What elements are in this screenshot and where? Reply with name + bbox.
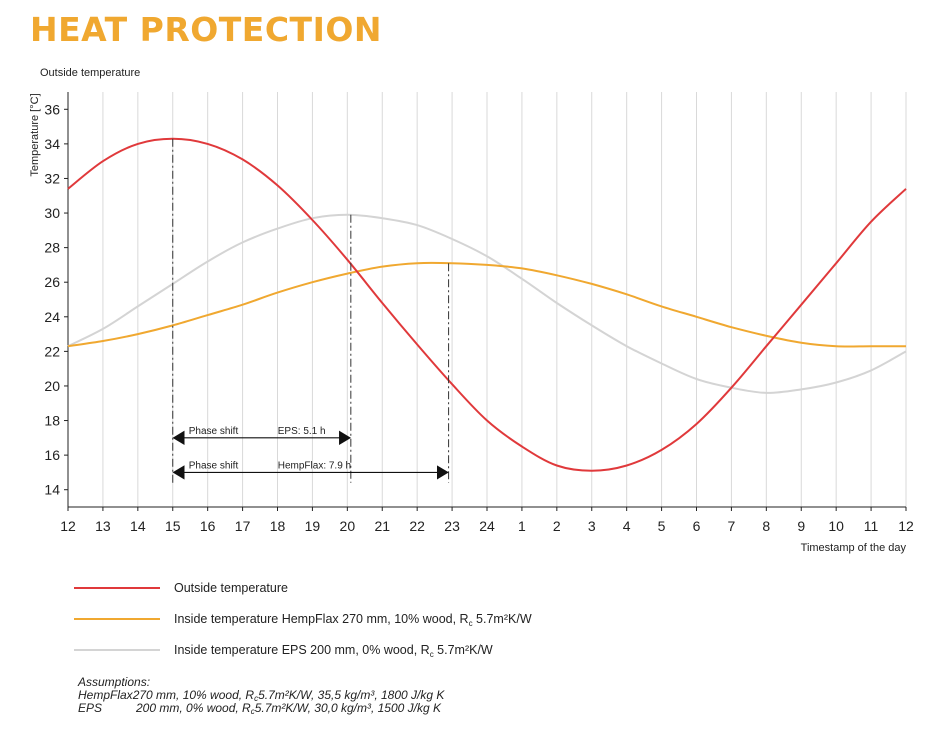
y-tick-label: 18	[44, 413, 60, 429]
series-outside-temperature	[67, 137, 907, 472]
x-tick-label: 17	[235, 518, 251, 534]
grid-lines	[67, 92, 907, 507]
y-tick-label: 26	[44, 274, 60, 290]
legend-swatch-hempflax	[74, 617, 160, 620]
x-tick-label: 24	[479, 518, 495, 534]
x-tick-label: 4	[623, 518, 631, 534]
y-tick-label: 22	[44, 343, 60, 359]
series-eps	[67, 213, 907, 394]
x-tick-label: 20	[340, 518, 356, 534]
y-tick-label: 32	[44, 170, 60, 186]
legend-item-eps: Inside temperature EPS 200 mm, 0% wood, …	[74, 634, 874, 665]
y-tick-label: 14	[44, 482, 60, 498]
y-tick-label: 30	[44, 205, 60, 221]
x-tick-label: 1	[518, 518, 526, 534]
y-tick-label: 34	[44, 136, 60, 152]
x-tick-label: 19	[305, 518, 321, 534]
legend-label-hempflax: Inside temperature HempFlax 270 mm, 10% …	[174, 611, 532, 628]
page-title: HEAT PROTECTION	[30, 10, 383, 49]
x-tick-label: 21	[374, 518, 390, 534]
legend: Outside temperature Inside temperature H…	[74, 572, 874, 665]
phase-shift-value: EPS: 5.1 h	[278, 426, 326, 437]
x-tick-label: 23	[444, 518, 460, 534]
assumptions-heading: Assumptions:	[78, 675, 151, 689]
legend-swatch-outside	[74, 586, 160, 589]
y-axis-label: Temperature [°C]	[29, 93, 41, 176]
y-tick-label: 24	[44, 309, 60, 325]
legend-item-outside: Outside temperature	[74, 572, 874, 603]
x-tick-label: 11	[864, 518, 879, 534]
x-tick-label: 10	[828, 518, 844, 534]
x-tick-label: 8	[762, 518, 770, 534]
x-tick-label: 3	[588, 518, 596, 534]
phase-shift-label: Phase shift	[189, 460, 239, 471]
x-tick-label: 12	[60, 518, 76, 534]
series-hempflax	[67, 261, 906, 348]
phase-shift-value: HempFlax: 7.9 h	[278, 460, 351, 471]
legend-swatch-eps	[74, 648, 160, 651]
y-tick-label: 20	[44, 378, 60, 394]
phase-shift-label: Phase shift	[189, 426, 239, 437]
assumptions-note: Assumptions: HempFlax 270 mm, 10% wood, …	[78, 675, 445, 717]
chart-subtitle: Outside temperature	[40, 67, 141, 79]
y-tick-label: 16	[44, 447, 60, 463]
x-axis-label: Timestamp of the day	[801, 542, 907, 554]
x-tick-label: 6	[693, 518, 701, 534]
x-tick-label: 5	[658, 518, 666, 534]
x-tick-label: 16	[200, 518, 216, 534]
x-tick-label: 2	[553, 518, 561, 534]
x-tick-label: 7	[728, 518, 736, 534]
x-tick-label: 22	[409, 518, 425, 534]
y-tick-label: 36	[44, 101, 60, 117]
x-tick-label: 12	[898, 518, 914, 534]
x-tick-label: 18	[270, 518, 286, 534]
phase-shift-annotations: Phase shift EPS: 5.1 h Phase shift HempFlax…	[172, 138, 450, 483]
x-tick-label: 9	[797, 518, 805, 534]
legend-label-outside: Outside temperature	[174, 580, 288, 595]
y-tick-label: 28	[44, 240, 60, 256]
x-tick-label: 15	[165, 518, 181, 534]
legend-label-eps: Inside temperature EPS 200 mm, 0% wood, …	[174, 642, 493, 659]
x-tick-label: 14	[130, 518, 146, 534]
legend-item-hempflax: Inside temperature HempFlax 270 mm, 10% …	[74, 603, 874, 634]
series-lines	[67, 137, 907, 472]
x-tick-label: 13	[95, 518, 111, 534]
